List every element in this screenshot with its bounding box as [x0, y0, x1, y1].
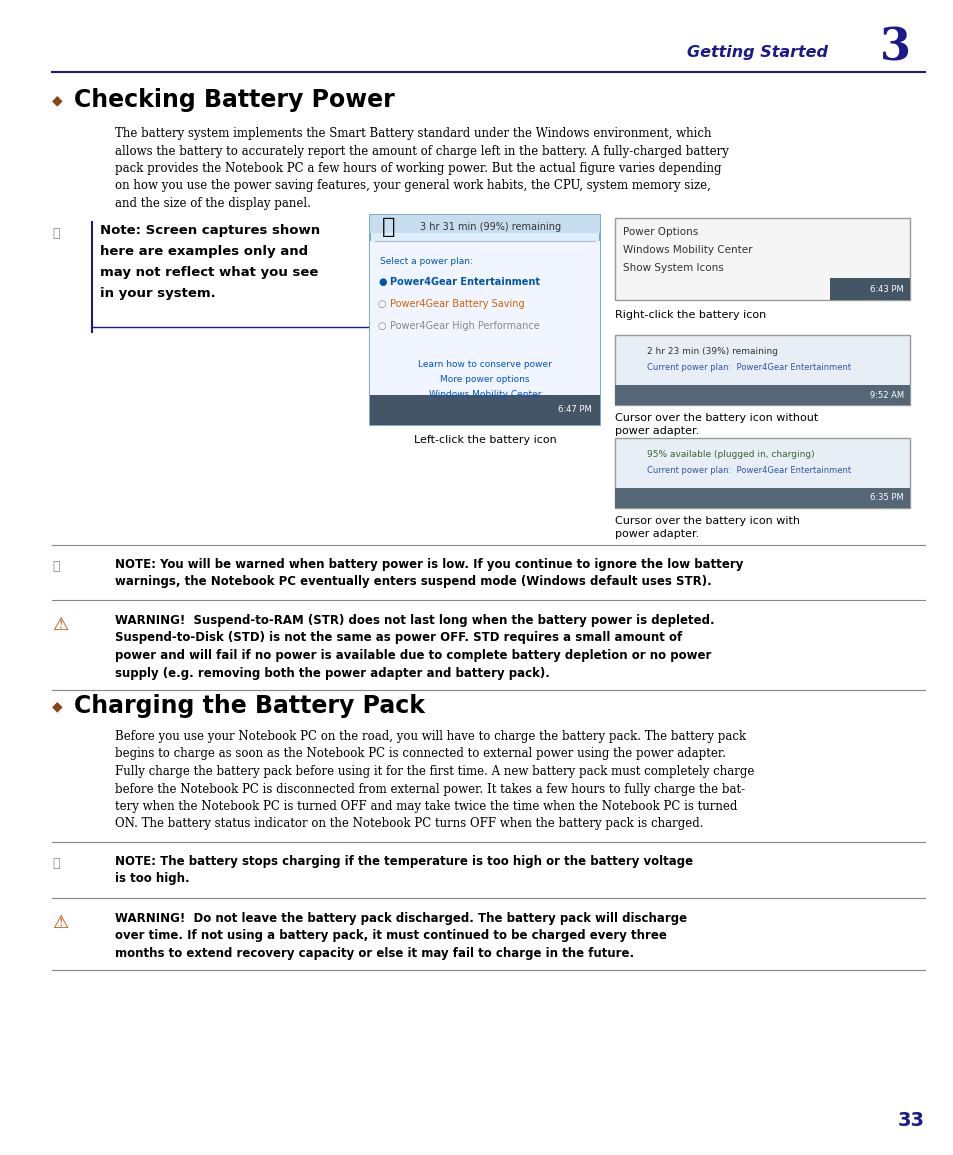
Text: may not reflect what you see: may not reflect what you see [100, 266, 318, 280]
Text: ○: ○ [377, 321, 386, 331]
Text: NOTE: You will be warned when battery power is low. If you continue to ignore th: NOTE: You will be warned when battery po… [115, 558, 742, 571]
Text: Suspend-to-Disk (STD) is not the same as power OFF. STD requires a small amount : Suspend-to-Disk (STD) is not the same as… [115, 632, 681, 644]
Text: here are examples only and: here are examples only and [100, 245, 308, 258]
Text: WARNING!  Suspend-to-RAM (STR) does not last long when the battery power is depl: WARNING! Suspend-to-RAM (STR) does not l… [115, 614, 714, 627]
Text: Fully charge the battery pack before using it for the first time. A new battery : Fully charge the battery pack before usi… [115, 765, 754, 778]
Text: months to extend recovery capacity or else it may fail to charge in the future.: months to extend recovery capacity or el… [115, 947, 634, 960]
Text: before the Notebook PC is disconnected from external power. It takes a few hours: before the Notebook PC is disconnected f… [115, 782, 744, 796]
FancyBboxPatch shape [370, 241, 599, 401]
Text: over time. If not using a battery pack, it must continued to be charged every th: over time. If not using a battery pack, … [115, 930, 666, 942]
FancyBboxPatch shape [829, 278, 909, 300]
FancyBboxPatch shape [615, 438, 909, 508]
Text: begins to charge as soon as the Notebook PC is connected to external power using: begins to charge as soon as the Notebook… [115, 747, 725, 760]
Text: allows the battery to accurately report the amount of charge left in the battery: allows the battery to accurately report … [115, 144, 728, 157]
Text: Power Options: Power Options [622, 228, 698, 237]
Text: 📋: 📋 [52, 857, 59, 870]
Text: ON. The battery status indicator on the Notebook PC turns OFF when the battery p: ON. The battery status indicator on the … [115, 818, 702, 830]
Text: tery when the Notebook PC is turned OFF and may take twice the time when the Not: tery when the Notebook PC is turned OFF … [115, 800, 737, 813]
Text: Right-click the battery icon: Right-click the battery icon [615, 310, 765, 320]
Text: 6:43 PM: 6:43 PM [869, 284, 903, 293]
Text: ○: ○ [377, 299, 386, 310]
FancyBboxPatch shape [370, 215, 599, 425]
Text: 6:47 PM: 6:47 PM [558, 405, 592, 415]
Text: 🔋: 🔋 [381, 217, 395, 237]
Text: Cursor over the battery icon with
power adapter.: Cursor over the battery icon with power … [615, 516, 800, 539]
Text: Select a power plan:: Select a power plan: [379, 258, 473, 266]
Text: Windows Mobility Center: Windows Mobility Center [428, 390, 540, 398]
Text: NOTE: The battery stops charging if the temperature is too high or the battery v: NOTE: The battery stops charging if the … [115, 855, 693, 869]
FancyBboxPatch shape [370, 395, 599, 425]
Text: ⚠: ⚠ [52, 616, 68, 634]
FancyBboxPatch shape [615, 335, 909, 405]
Text: Getting Started: Getting Started [686, 45, 827, 60]
Text: The battery system implements the Smart Battery standard under the Windows envir: The battery system implements the Smart … [115, 127, 711, 140]
FancyBboxPatch shape [370, 215, 599, 233]
Text: 33: 33 [897, 1110, 924, 1130]
Text: Cursor over the battery icon without
power adapter.: Cursor over the battery icon without pow… [615, 413, 818, 437]
Text: 📋: 📋 [52, 560, 59, 573]
Text: in your system.: in your system. [100, 286, 215, 300]
Text: ●: ● [377, 277, 386, 286]
Text: warnings, the Notebook PC eventually enters suspend mode (Windows default uses S: warnings, the Notebook PC eventually ent… [115, 575, 711, 588]
FancyBboxPatch shape [615, 218, 909, 300]
Text: ◆: ◆ [52, 94, 63, 107]
Text: 3: 3 [879, 27, 910, 69]
Text: Power4Gear High Performance: Power4Gear High Performance [390, 321, 539, 331]
Text: supply (e.g. removing both the power adapter and battery pack).: supply (e.g. removing both the power ada… [115, 666, 549, 679]
Text: Before you use your Notebook PC on the road, you will have to charge the battery: Before you use your Notebook PC on the r… [115, 730, 745, 743]
Text: Current power plan:  Power4Gear Entertainment: Current power plan: Power4Gear Entertain… [646, 363, 850, 372]
Text: is too high.: is too high. [115, 872, 190, 885]
Text: on how you use the power saving features, your general work habits, the CPU, sys: on how you use the power saving features… [115, 179, 710, 193]
Text: 6:35 PM: 6:35 PM [869, 493, 903, 502]
Text: Charging the Battery Pack: Charging the Battery Pack [74, 694, 424, 718]
Text: power and will fail if no power is available due to complete battery depletion o: power and will fail if no power is avail… [115, 649, 711, 662]
Text: Windows Mobility Center: Windows Mobility Center [622, 245, 752, 255]
Text: Left-click the battery icon: Left-click the battery icon [414, 435, 556, 445]
Text: pack provides the Notebook PC a few hours of working power. But the actual figur: pack provides the Notebook PC a few hour… [115, 162, 720, 176]
Text: Power4Gear Battery Saving: Power4Gear Battery Saving [390, 299, 524, 310]
Text: 2 hr 23 min (39%) remaining: 2 hr 23 min (39%) remaining [646, 346, 778, 356]
Text: and the size of the display panel.: and the size of the display panel. [115, 198, 311, 210]
Text: Checking Battery Power: Checking Battery Power [74, 88, 395, 112]
Text: 9:52 AM: 9:52 AM [869, 390, 903, 400]
Text: Learn how to conserve power: Learn how to conserve power [417, 360, 552, 368]
Text: More power options: More power options [439, 375, 529, 383]
FancyBboxPatch shape [615, 489, 909, 508]
Text: Show System Icons: Show System Icons [622, 263, 723, 273]
Text: Current power plan:  Power4Gear Entertainment: Current power plan: Power4Gear Entertain… [646, 465, 850, 475]
Text: 📋: 📋 [52, 228, 59, 240]
Text: ◆: ◆ [52, 699, 63, 713]
Text: ⚠: ⚠ [52, 914, 68, 932]
Text: WARNING!  Do not leave the battery pack discharged. The battery pack will discha: WARNING! Do not leave the battery pack d… [115, 912, 686, 925]
FancyBboxPatch shape [615, 385, 909, 405]
Text: 3 hr 31 min (99%) remaining: 3 hr 31 min (99%) remaining [419, 222, 560, 232]
Text: Power4Gear Entertainment: Power4Gear Entertainment [390, 277, 539, 286]
Text: Note: Screen captures shown: Note: Screen captures shown [100, 224, 320, 237]
Text: 95% available (plugged in, charging): 95% available (plugged in, charging) [646, 450, 814, 459]
